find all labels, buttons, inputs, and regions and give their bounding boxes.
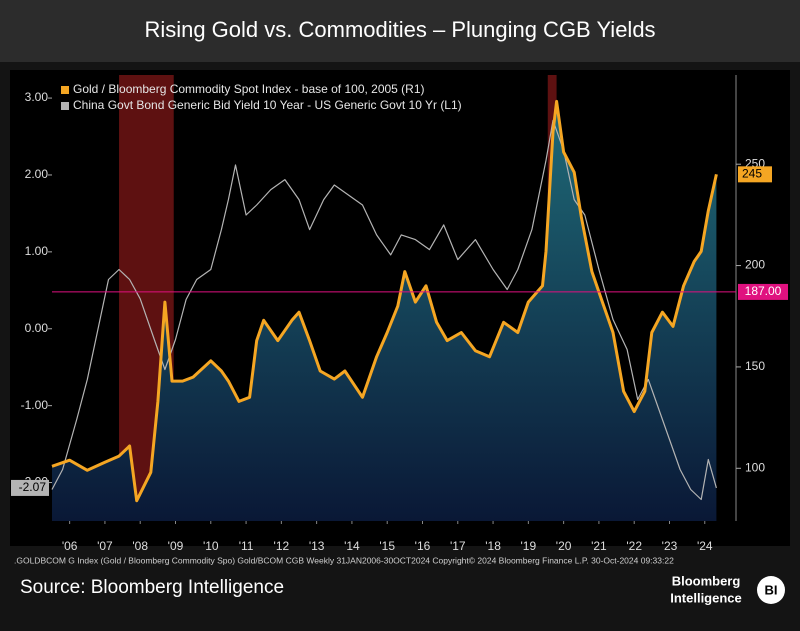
footer-note: .GOLDBCOM G Index (Gold / Bloomberg Comm… bbox=[14, 555, 674, 565]
reference-label: 187.00 bbox=[745, 284, 782, 298]
area bbox=[52, 101, 717, 522]
x-tick-label: '20 bbox=[556, 539, 572, 553]
reference-label-box bbox=[738, 283, 788, 300]
y-tick-label: 1.00 bbox=[25, 244, 49, 258]
last-value-box bbox=[738, 166, 772, 183]
x-tick-label: '16 bbox=[415, 539, 431, 553]
x-tick-label: '08 bbox=[132, 539, 148, 553]
x-tick-label: '22 bbox=[626, 539, 642, 553]
x-tick-label: '19 bbox=[521, 539, 537, 553]
logo-badge bbox=[757, 576, 785, 604]
logo-line: Bloomberg bbox=[672, 573, 741, 588]
x-tick-label: '13 bbox=[309, 539, 325, 553]
x-tick-label: '15 bbox=[379, 539, 395, 553]
x-tick-label: '17 bbox=[450, 539, 466, 553]
source: Source: Bloomberg Intelligence bbox=[20, 577, 284, 598]
title-bar bbox=[0, 0, 800, 62]
x-tick-label: '10 bbox=[203, 539, 219, 553]
x-tick-label: '06 bbox=[62, 539, 78, 553]
x-tick-label: '24 bbox=[697, 539, 713, 553]
y-tick-label: 0.00 bbox=[25, 321, 49, 335]
y2-tick-label: 100 bbox=[745, 460, 765, 474]
y2-tick-label: 150 bbox=[745, 359, 765, 373]
x-tick-label: '12 bbox=[274, 539, 290, 553]
last-value-label: 245 bbox=[742, 167, 762, 181]
y-tick-label: -1.00 bbox=[21, 398, 49, 412]
y-tick-label: 2.00 bbox=[25, 167, 49, 181]
x-tick-label: '21 bbox=[591, 539, 607, 553]
x-tick-label: '11 bbox=[239, 539, 254, 553]
x-tick-label: '07 bbox=[97, 539, 113, 553]
last-value-box bbox=[11, 479, 49, 496]
x-tick-label: '09 bbox=[168, 539, 184, 553]
y2-tick-label: 200 bbox=[745, 258, 765, 272]
x-tick-label: '14 bbox=[344, 539, 360, 553]
line bbox=[51, 119, 717, 501]
y-tick-label: 3.00 bbox=[25, 90, 49, 104]
logo-badge-text: BI bbox=[765, 582, 778, 597]
logo-line: Intelligence bbox=[670, 590, 742, 605]
x-tick-label: '23 bbox=[662, 539, 678, 553]
legend-label: China Govt Bond Generic Bid Yield 10 Yea… bbox=[73, 98, 462, 112]
chart-title: Rising Gold vs. Commodities – Plunging C… bbox=[144, 17, 655, 42]
line bbox=[51, 99, 718, 503]
plot-area: -2.00-1.000.001.002.003.00100150200250'0… bbox=[11, 75, 788, 553]
last-value-label: -2.07 bbox=[19, 480, 47, 494]
x-tick-label: '18 bbox=[485, 539, 501, 553]
legend-swatch bbox=[61, 102, 69, 110]
legend-label: Gold / Bloomberg Commodity Spot Index - … bbox=[73, 82, 425, 96]
legend-swatch bbox=[61, 86, 69, 94]
